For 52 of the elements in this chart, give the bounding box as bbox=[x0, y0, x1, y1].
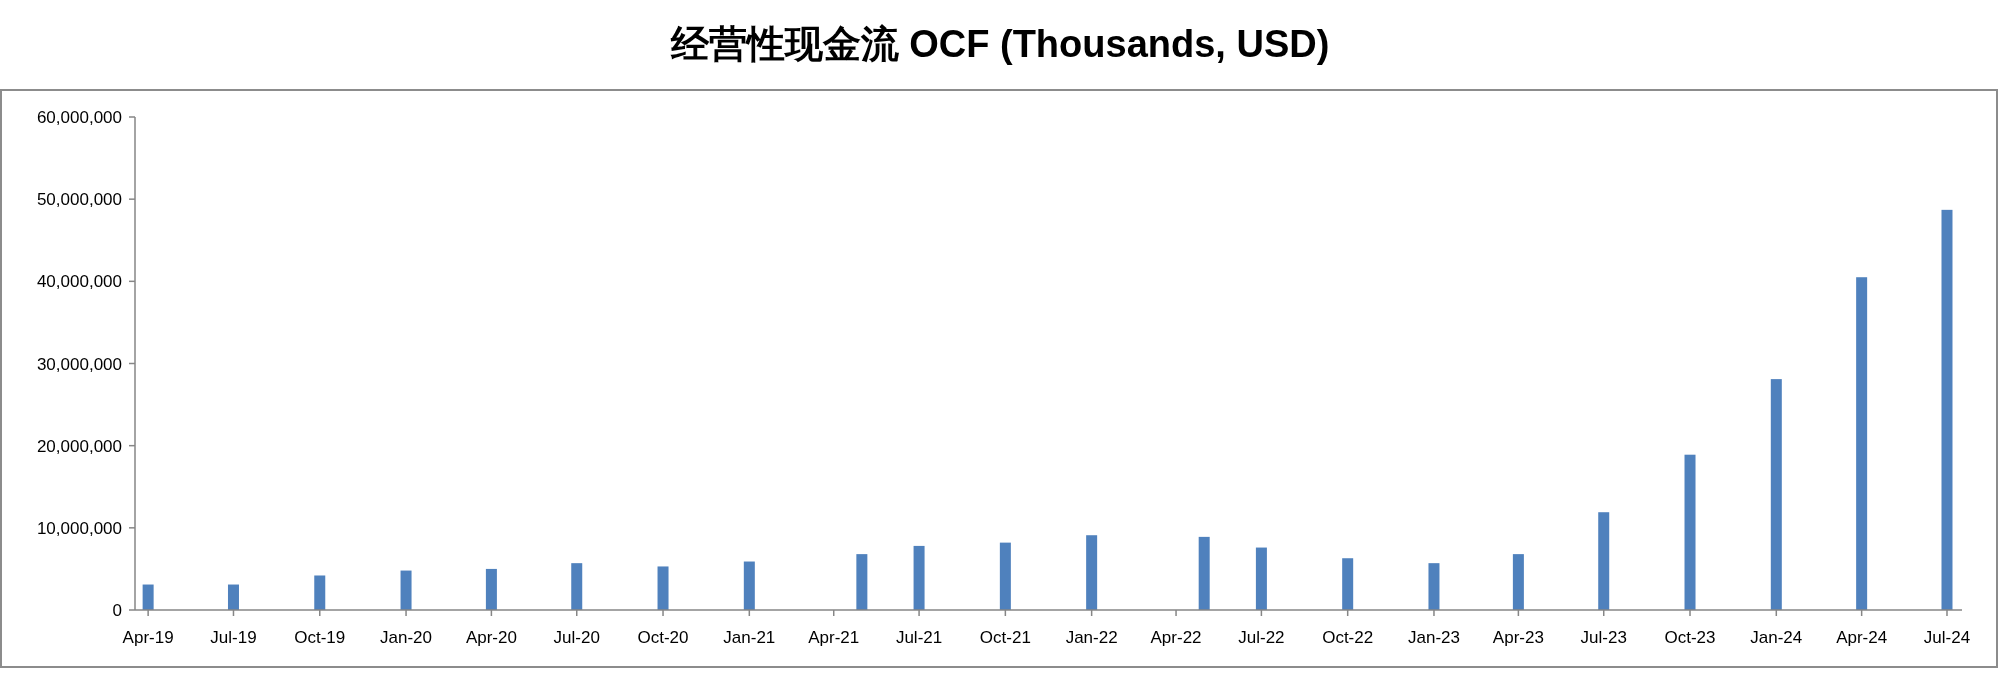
y-tick-label: 40,000,000 bbox=[36, 272, 122, 292]
y-tick-label: 60,000,000 bbox=[36, 108, 122, 127]
y-tick-label: 20,000,000 bbox=[36, 436, 122, 456]
x-tick-label: Apr-24 bbox=[1836, 628, 1888, 647]
x-tick-label: Jul-21 bbox=[895, 628, 943, 647]
bar bbox=[142, 584, 154, 610]
x-tick-label: Apr-22 bbox=[1150, 628, 1202, 647]
bar bbox=[1941, 209, 1953, 610]
x-tick-label: Jan-22 bbox=[1065, 628, 1118, 647]
bar bbox=[1342, 558, 1354, 610]
x-tick-label: Jan-24 bbox=[1750, 628, 1803, 647]
x-tick-label: Jul-22 bbox=[1238, 628, 1285, 647]
bar bbox=[571, 563, 583, 610]
bar bbox=[1856, 277, 1868, 610]
bar bbox=[856, 554, 868, 610]
x-tick-label: Apr-21 bbox=[808, 628, 860, 647]
y-tick-label: 50,000,000 bbox=[36, 190, 122, 210]
x-tick-label: Jul-24 bbox=[1923, 628, 1971, 647]
bar bbox=[657, 566, 669, 610]
bar bbox=[1198, 536, 1210, 610]
x-tick-label: Jul-19 bbox=[210, 628, 257, 647]
bar bbox=[227, 584, 239, 610]
y-tick-label: 30,000,000 bbox=[36, 354, 122, 374]
bar bbox=[1428, 563, 1440, 610]
y-tick-label: 10,000,000 bbox=[36, 518, 122, 538]
bar bbox=[1598, 512, 1610, 610]
bar bbox=[314, 575, 326, 610]
x-tick-label: Oct-21 bbox=[979, 628, 1031, 647]
bar bbox=[1086, 535, 1098, 610]
bar bbox=[1684, 454, 1696, 610]
x-tick-label: Oct-23 bbox=[1664, 628, 1716, 647]
chart-title: 经营性现金流 OCF (Thousands, USD) bbox=[669, 23, 1330, 65]
x-tick-label: Apr-19 bbox=[122, 628, 174, 647]
bar bbox=[999, 542, 1011, 610]
x-tick-label: Apr-20 bbox=[465, 628, 517, 647]
bar bbox=[400, 570, 412, 610]
x-tick-label: Oct-19 bbox=[294, 628, 346, 647]
bar bbox=[485, 568, 497, 610]
x-tick-label: Oct-22 bbox=[1322, 628, 1374, 647]
x-tick-label: Jan-20 bbox=[380, 628, 433, 647]
y-tick-label: 0 bbox=[112, 601, 122, 620]
x-tick-label: Jan-23 bbox=[1407, 628, 1460, 647]
x-tick-label: Apr-23 bbox=[1492, 628, 1544, 647]
x-tick-label: Jul-23 bbox=[1580, 628, 1627, 647]
x-tick-label: Oct-20 bbox=[637, 628, 689, 647]
bar bbox=[1512, 554, 1524, 610]
bar bbox=[913, 545, 925, 610]
bar bbox=[1770, 379, 1782, 610]
bar bbox=[1255, 547, 1267, 610]
x-tick-label: Jan-21 bbox=[723, 628, 776, 647]
bar bbox=[743, 561, 755, 610]
x-tick-label: Jul-20 bbox=[553, 628, 600, 647]
